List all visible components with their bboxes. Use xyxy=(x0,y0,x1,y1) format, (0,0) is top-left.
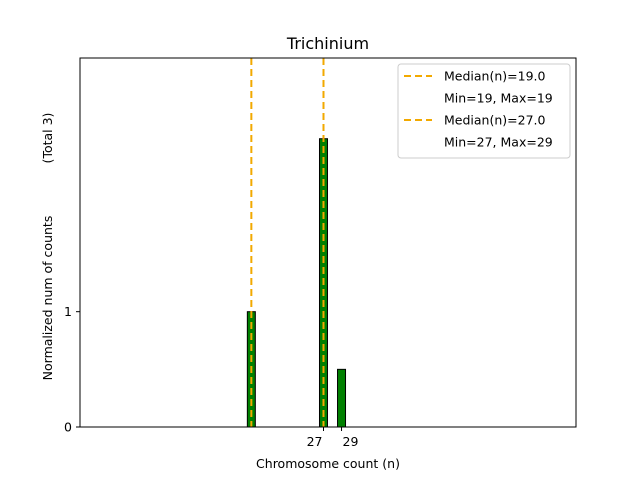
chart-title: Trichinium xyxy=(286,34,369,53)
legend: Median(n)=19.0 Min=19, Max=19 Median(n)=27… xyxy=(397,63,571,159)
bar-29 xyxy=(337,368,347,428)
y-tick-label-0: 0 xyxy=(64,420,72,435)
y-axis-label: Normalized num of counts xyxy=(40,216,55,381)
legend-box xyxy=(397,63,571,159)
x-tick-label-29: 29 xyxy=(343,434,359,449)
y-tick-label-1: 1 xyxy=(64,304,72,319)
y-axis-ticks: 01 xyxy=(64,304,80,435)
legend-entry-text: Min=27, Max=29 xyxy=(444,135,553,150)
plot-area xyxy=(246,58,347,428)
y-axis-total-note: (Total 3) xyxy=(40,113,55,164)
x-axis-ticks: 27 29 xyxy=(307,427,359,449)
plot-frame xyxy=(79,57,577,428)
x-axis-label: Chromosome count (n) xyxy=(256,456,400,471)
legend-entry-text: Median(n)=27.0 xyxy=(444,113,545,128)
legend-entry-text: Median(n)=19.0 xyxy=(444,69,545,84)
legend-entry-text: Min=19, Max=19 xyxy=(444,91,553,106)
x-tick-label-27: 27 xyxy=(307,434,323,449)
